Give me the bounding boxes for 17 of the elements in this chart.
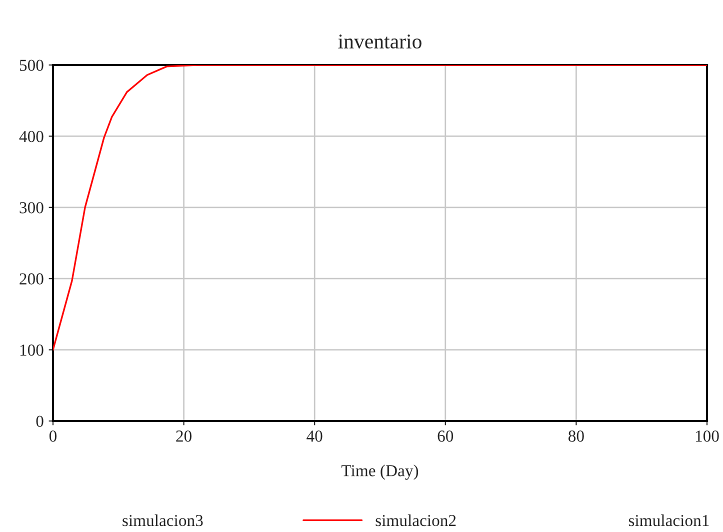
y-tick-label: 200	[20, 273, 44, 285]
y-tick-label: 400	[19, 130, 44, 142]
legend-label: simulacion2	[376, 514, 456, 526]
chart-title: inventario	[338, 34, 422, 49]
x-tick-label: 0	[49, 430, 57, 442]
text: simulacion3	[122, 514, 203, 526]
x-tick-label: 20	[176, 430, 192, 442]
x-axis-title: Time (Day)	[341, 464, 418, 480]
x-tick-label: 100	[696, 430, 719, 442]
text: simulacion1	[628, 514, 709, 526]
y-tick-label: 300	[20, 202, 44, 214]
x-tick-label: 60	[438, 430, 454, 442]
x-tick-label: 80	[568, 430, 584, 442]
y-tick-label: 0	[36, 416, 44, 427]
x-tick-label: 40	[306, 430, 322, 442]
y-tick-label: 100	[20, 344, 44, 356]
y-tick-label: 500	[20, 60, 44, 71]
